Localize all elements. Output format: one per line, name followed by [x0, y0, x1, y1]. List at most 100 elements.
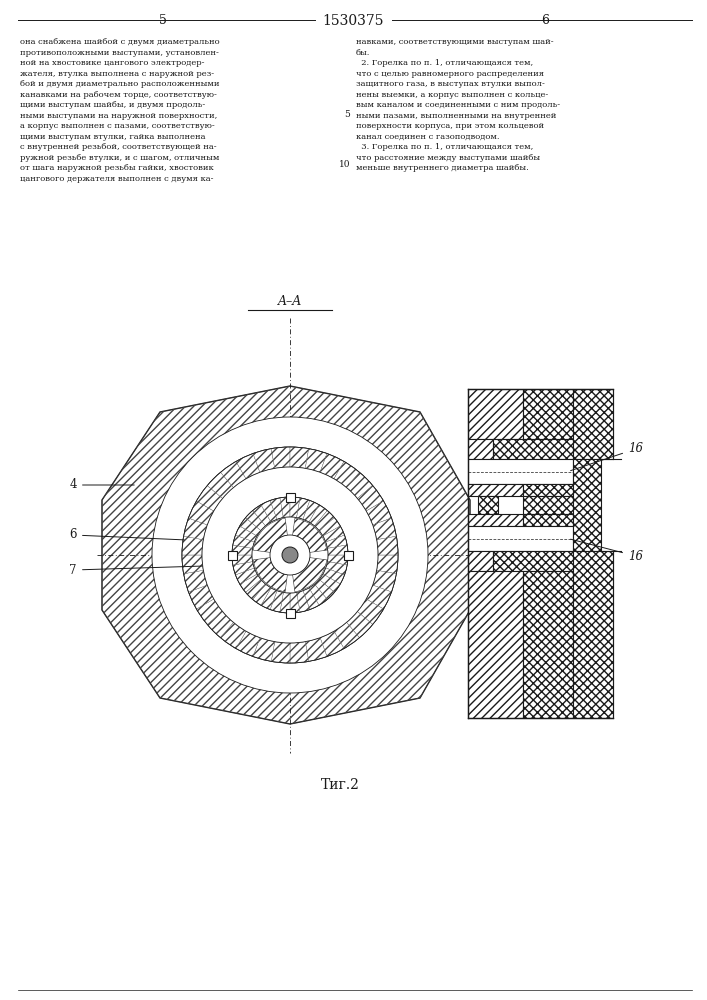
- Wedge shape: [240, 574, 261, 592]
- Text: 6: 6: [69, 528, 185, 542]
- Wedge shape: [280, 592, 290, 613]
- Wedge shape: [189, 585, 214, 609]
- Wedge shape: [293, 558, 327, 592]
- Wedge shape: [236, 631, 260, 656]
- Wedge shape: [327, 555, 348, 565]
- Wedge shape: [334, 622, 359, 649]
- Text: Τиг.2: Τиг.2: [320, 778, 359, 792]
- Wedge shape: [232, 545, 252, 555]
- Bar: [573, 459, 601, 551]
- Bar: [523, 496, 573, 514]
- Wedge shape: [236, 454, 260, 479]
- Wedge shape: [252, 505, 271, 526]
- Bar: [468, 484, 523, 496]
- Bar: [573, 389, 613, 459]
- Wedge shape: [305, 449, 327, 472]
- Wedge shape: [253, 518, 287, 552]
- Text: 7: 7: [69, 564, 234, 576]
- Circle shape: [252, 517, 328, 593]
- Wedge shape: [315, 511, 334, 531]
- Wedge shape: [221, 622, 246, 649]
- Bar: [286, 492, 295, 502]
- Circle shape: [270, 535, 310, 575]
- Wedge shape: [305, 638, 327, 661]
- Wedge shape: [319, 574, 340, 592]
- Bar: [493, 439, 573, 459]
- Bar: [573, 551, 613, 718]
- Wedge shape: [253, 638, 275, 661]
- Bar: [468, 389, 523, 439]
- Text: 1530375: 1530375: [322, 14, 384, 28]
- Wedge shape: [184, 518, 207, 540]
- Wedge shape: [280, 497, 290, 518]
- Wedge shape: [303, 500, 319, 522]
- Circle shape: [202, 467, 378, 643]
- Wedge shape: [309, 584, 327, 605]
- Text: 6: 6: [541, 14, 549, 27]
- Wedge shape: [290, 642, 309, 663]
- Wedge shape: [297, 591, 310, 612]
- Text: навками, соответствующими выступам шай-
бы.
  2. Горелка по п. 1, отличающаяся т: навками, соответствующими выступам шай- …: [356, 38, 560, 172]
- Wedge shape: [358, 486, 383, 511]
- Text: A–A: A–A: [278, 295, 302, 308]
- Wedge shape: [240, 518, 261, 536]
- Wedge shape: [232, 555, 252, 565]
- Wedge shape: [253, 558, 287, 592]
- Wedge shape: [197, 486, 223, 511]
- Bar: [468, 514, 523, 526]
- Polygon shape: [102, 386, 470, 724]
- Wedge shape: [290, 592, 300, 613]
- Wedge shape: [373, 518, 397, 540]
- Wedge shape: [184, 570, 207, 592]
- Circle shape: [282, 547, 298, 563]
- Wedge shape: [182, 536, 204, 555]
- Text: 5: 5: [344, 110, 350, 119]
- Wedge shape: [207, 612, 233, 638]
- Bar: [468, 526, 573, 551]
- Wedge shape: [235, 568, 257, 584]
- Wedge shape: [319, 518, 340, 536]
- Wedge shape: [270, 591, 284, 612]
- Bar: [228, 550, 237, 560]
- Wedge shape: [290, 447, 309, 468]
- Bar: [344, 550, 353, 560]
- Wedge shape: [221, 461, 246, 488]
- Text: 16: 16: [571, 539, 643, 562]
- Wedge shape: [320, 631, 344, 656]
- Wedge shape: [197, 599, 223, 624]
- Bar: [468, 571, 523, 718]
- Wedge shape: [309, 505, 327, 526]
- Wedge shape: [293, 518, 327, 552]
- Wedge shape: [271, 642, 290, 663]
- Bar: [286, 608, 295, 617]
- Circle shape: [182, 447, 398, 663]
- Wedge shape: [346, 612, 373, 638]
- Circle shape: [232, 497, 348, 613]
- Text: 10: 10: [339, 160, 350, 169]
- Wedge shape: [320, 454, 344, 479]
- Wedge shape: [245, 579, 266, 599]
- Wedge shape: [358, 599, 383, 624]
- Wedge shape: [245, 511, 266, 531]
- Wedge shape: [233, 562, 255, 575]
- Text: 16: 16: [571, 442, 643, 471]
- Wedge shape: [233, 535, 255, 548]
- Wedge shape: [334, 461, 359, 488]
- Wedge shape: [323, 526, 344, 542]
- Wedge shape: [261, 588, 277, 610]
- Bar: [478, 496, 498, 514]
- Bar: [523, 514, 573, 526]
- Wedge shape: [377, 536, 398, 555]
- Wedge shape: [327, 545, 348, 555]
- Bar: [523, 389, 573, 439]
- Wedge shape: [323, 568, 344, 584]
- Wedge shape: [270, 498, 284, 519]
- Wedge shape: [189, 501, 214, 525]
- Wedge shape: [373, 570, 397, 592]
- Bar: [468, 551, 493, 571]
- Wedge shape: [346, 472, 373, 498]
- Wedge shape: [290, 497, 300, 518]
- Wedge shape: [326, 535, 347, 548]
- Wedge shape: [207, 472, 233, 498]
- Wedge shape: [182, 555, 204, 574]
